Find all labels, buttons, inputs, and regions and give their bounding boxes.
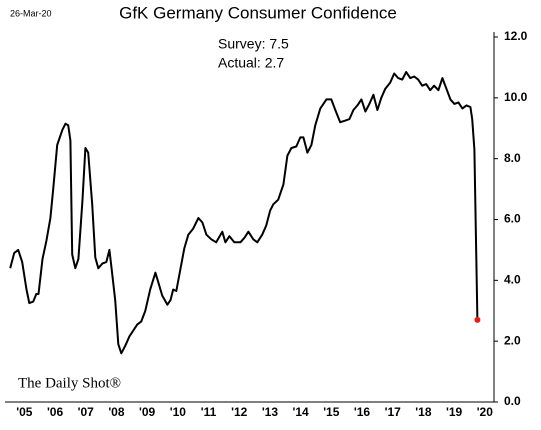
y-tick-label: 4.0 [504, 273, 521, 287]
y-tick-label: 2.0 [504, 333, 521, 347]
x-tick-label: '19 [446, 405, 463, 419]
x-tick-label: '17 [385, 405, 402, 419]
x-tick-label: '15 [323, 405, 340, 419]
y-tick-label: 6.0 [504, 212, 521, 226]
x-tick-label: '14 [293, 405, 310, 419]
y-tick-label: 12.0 [504, 29, 528, 43]
chart-title: GfK Germany Consumer Confidence [119, 3, 397, 22]
x-tick-label: '05 [16, 405, 33, 419]
source: The Daily Shot® [18, 375, 121, 391]
x-tick-label: '07 [78, 405, 95, 419]
line [9, 71, 479, 355]
date-label: 26-Mar-20 [10, 8, 52, 18]
x-tick-label: '10 [170, 405, 187, 419]
y-tick-label: 10.0 [504, 90, 528, 104]
x-tick-label: '11 [201, 405, 217, 419]
x-tick-label: '20 [477, 405, 494, 419]
y-tick-label: 8.0 [504, 151, 521, 165]
last-point [474, 316, 481, 323]
y-tick-label: 0.0 [504, 394, 521, 408]
x-tick-label: '08 [108, 405, 125, 419]
x-tick-label: '09 [139, 405, 156, 419]
x-tick-label: '18 [415, 405, 432, 419]
x-tick-label: '16 [354, 405, 371, 419]
x-tick-label: '13 [262, 405, 279, 419]
annotation: Survey: 7.5 [218, 36, 289, 52]
x-tick-label: '06 [47, 405, 64, 419]
x-tick-label: '12 [231, 405, 248, 419]
annotation: Actual: 2.7 [218, 55, 284, 71]
